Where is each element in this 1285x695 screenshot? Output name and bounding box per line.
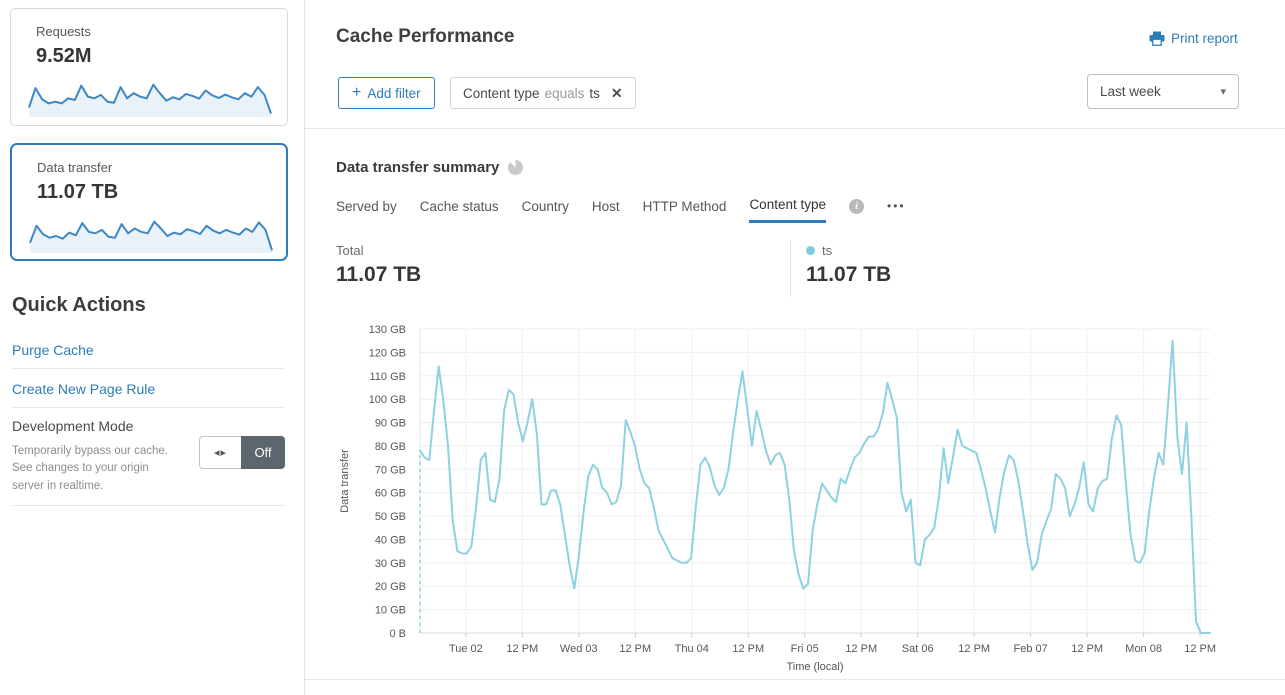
metric-card-data-transfer[interactable]: Data transfer 11.07 TB — [10, 143, 288, 261]
print-report-link[interactable]: Print report — [1149, 31, 1238, 46]
svg-text:10 GB: 10 GB — [375, 605, 406, 617]
svg-text:0 B: 0 B — [389, 628, 406, 640]
legend-dot — [806, 246, 815, 255]
total-label: Total — [336, 243, 364, 258]
tab-cache-status[interactable]: Cache status — [419, 198, 499, 214]
header-divider — [305, 128, 1285, 129]
svg-text:80 GB: 80 GB — [375, 441, 406, 453]
svg-text:50 GB: 50 GB — [375, 511, 406, 523]
add-filter-button[interactable]: + Add filter — [338, 77, 435, 109]
development-mode-title: Development Mode — [12, 418, 134, 434]
printer-icon — [1149, 31, 1165, 46]
summary-title-row: Data transfer summary — [336, 159, 524, 176]
info-icon[interactable]: i — [849, 198, 864, 214]
development-mode-toggle[interactable]: ◂▸ Off — [199, 436, 285, 469]
tab-host[interactable]: Host — [591, 198, 620, 214]
tab-country[interactable]: Country — [521, 198, 569, 214]
filter-value: ts — [589, 85, 600, 101]
svg-text:12 PM: 12 PM — [845, 643, 877, 655]
svg-text:Mon 08: Mon 08 — [1125, 643, 1162, 655]
data-transfer-chart: 0 B 10 GB 20 GB 30 GB 40 GB 50 GB 60 GB 70 GB 80… — [339, 324, 1216, 673]
close-icon[interactable]: ✕ — [610, 84, 623, 101]
toggle-arrows-icon[interactable]: ◂▸ — [199, 436, 241, 469]
pie-chart-icon — [508, 160, 524, 175]
plus-icon: + — [352, 84, 362, 101]
summary-title: Data transfer summary — [336, 159, 500, 176]
filter-operator: equals — [544, 85, 585, 101]
add-filter-label: Add filter — [367, 85, 421, 101]
svg-text:Data transfer: Data transfer — [339, 449, 351, 513]
bottom-divider — [305, 679, 1285, 680]
svg-text:12 PM: 12 PM — [958, 643, 990, 655]
svg-text:40 GB: 40 GB — [375, 534, 406, 546]
data-transfer-sparkline — [29, 220, 273, 253]
svg-text:12 PM: 12 PM — [1184, 643, 1216, 655]
analytics-sidebar: Requests 9.52M Data transfer 11.07 TB Qu… — [0, 0, 305, 695]
svg-text:20 GB: 20 GB — [375, 581, 406, 593]
toggle-state-label: Off — [241, 436, 285, 469]
summary-tabs: Served by Cache status Country Host HTTP… — [336, 197, 906, 223]
filter-chip-content-type[interactable]: Content type equals ts ✕ — [450, 77, 636, 109]
total-value: 11.07 TB — [336, 263, 422, 286]
svg-text:60 GB: 60 GB — [375, 488, 406, 500]
divider — [12, 505, 285, 506]
svg-text:Thu 04: Thu 04 — [675, 643, 709, 655]
create-page-rule-link[interactable]: Create New Page Rule — [12, 381, 156, 397]
tab-http-method[interactable]: HTTP Method — [642, 198, 727, 214]
svg-text:30 GB: 30 GB — [375, 558, 406, 570]
caret-down-icon: ▾ — [1220, 86, 1226, 98]
svg-text:Wed 03: Wed 03 — [560, 643, 598, 655]
series-legend: ts — [806, 243, 832, 258]
series-value: 11.07 TB — [806, 263, 892, 286]
svg-text:90 GB: 90 GB — [375, 418, 406, 430]
svg-text:Time (local): Time (local) — [786, 661, 843, 673]
data-transfer-value: 11.07 TB — [37, 181, 119, 203]
tab-content-type[interactable]: Content type — [749, 197, 826, 223]
svg-text:Fri 05: Fri 05 — [791, 643, 819, 655]
more-tabs-button[interactable]: ••• — [887, 199, 906, 213]
series-name: ts — [822, 243, 833, 258]
tab-served-by[interactable]: Served by — [336, 198, 397, 214]
svg-text:120 GB: 120 GB — [369, 347, 406, 359]
svg-text:Sat 06: Sat 06 — [902, 643, 934, 655]
svg-text:110 GB: 110 GB — [370, 371, 407, 383]
development-mode-description: Temporarily bypass our cache. See change… — [12, 445, 168, 492]
svg-text:130 GB: 130 GB — [369, 324, 406, 336]
time-range-select[interactable]: Last week ▾ — [1087, 74, 1239, 109]
quick-actions-title: Quick Actions — [12, 294, 146, 316]
data-transfer-label: Data transfer — [37, 160, 113, 175]
svg-text:Tue 02: Tue 02 — [449, 643, 483, 655]
svg-text:70 GB: 70 GB — [375, 464, 406, 476]
page-title: Cache Performance — [336, 26, 515, 47]
svg-text:Feb 07: Feb 07 — [1014, 643, 1048, 655]
purge-cache-link[interactable]: Purge Cache — [12, 342, 94, 358]
svg-text:12 PM: 12 PM — [506, 643, 538, 655]
requests-sparkline — [28, 83, 272, 117]
requests-label: Requests — [36, 24, 91, 39]
filter-field: Content type — [463, 85, 540, 101]
divider — [12, 368, 285, 369]
time-range-value: Last week — [1100, 84, 1161, 99]
svg-text:100 GB: 100 GB — [369, 394, 406, 406]
svg-text:12 PM: 12 PM — [1071, 643, 1103, 655]
print-report-label: Print report — [1171, 31, 1238, 46]
requests-value: 9.52M — [36, 45, 92, 67]
metric-card-requests[interactable]: Requests 9.52M — [10, 8, 288, 126]
legend-divider — [790, 240, 791, 297]
svg-text:12 PM: 12 PM — [732, 643, 764, 655]
svg-text:12 PM: 12 PM — [619, 643, 651, 655]
divider — [12, 407, 285, 408]
